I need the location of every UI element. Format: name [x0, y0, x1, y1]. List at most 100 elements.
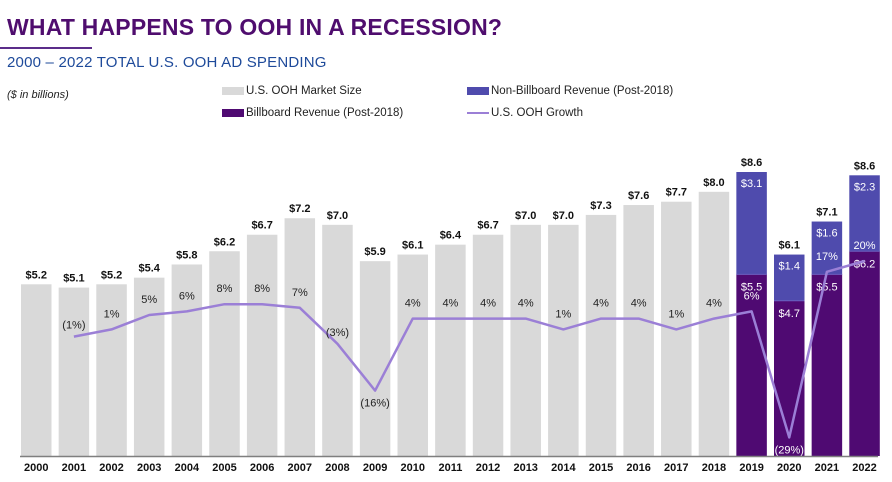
bar-market-size-2008: [322, 224, 353, 456]
total-label-2008: $7.0: [327, 210, 348, 222]
legend-label: Billboard Revenue (Post-2018): [246, 107, 404, 119]
growth-label-2001: (1%): [62, 320, 85, 332]
total-label-2004: $5.8: [176, 249, 197, 261]
total-label-2019: $8.6: [741, 157, 762, 169]
total-label-2014: $7.0: [553, 210, 574, 222]
legend-swatch-billboard: [222, 109, 244, 117]
bar-market-size-2014: [548, 224, 579, 456]
total-label-2002: $5.2: [101, 269, 122, 281]
growth-label-2018: 4%: [706, 298, 722, 310]
bar-market-size-2009: [359, 261, 391, 456]
page-title: WHAT HAPPENS TO OOH IN A RECESSION?: [7, 14, 503, 40]
total-label-2009: $5.9: [364, 246, 385, 258]
x-tick-label-2016: 2016: [626, 462, 650, 474]
x-tick-label-2019: 2019: [739, 462, 763, 474]
total-label-2000: $5.2: [26, 269, 47, 281]
bar-market-size-2016: [623, 205, 654, 456]
bar-market-size-2005: [209, 251, 240, 456]
growth-label-2008: (3%): [326, 327, 349, 339]
total-label-2020: $6.1: [779, 240, 800, 252]
legend-label: U.S. OOH Growth: [491, 107, 584, 119]
total-label-2021: $7.1: [816, 207, 837, 219]
legend-swatch-non-billboard: [467, 87, 489, 95]
growth-label-2009: (16%): [360, 398, 389, 410]
legend-item-non-billboard: Non-Billboard Revenue (Post-2018): [467, 85, 673, 97]
growth-label-2011: 4%: [442, 298, 458, 310]
total-label-2003: $5.4: [138, 263, 160, 275]
bars-group: [21, 172, 880, 456]
legend-item-billboard: Billboard Revenue (Post-2018): [222, 107, 403, 119]
bar-market-size-2010: [397, 254, 428, 456]
growth-label-2002: 1%: [104, 308, 120, 320]
bar-non-billboard-2021: [811, 221, 843, 275]
bar-market-size-2000: [21, 284, 52, 456]
x-tick-label-2004: 2004: [175, 462, 200, 474]
legend-item-market-size: U.S. OOH Market Size: [222, 85, 362, 97]
bar-billboard-2021: [811, 274, 843, 456]
title-underline: [0, 47, 92, 49]
growth-label-2015: 4%: [593, 298, 609, 310]
total-label-2022: $8.6: [854, 160, 875, 172]
x-tick-label-2018: 2018: [702, 462, 726, 474]
x-tick-label-2008: 2008: [325, 462, 349, 474]
total-label-2010: $6.1: [402, 240, 423, 252]
bar-non-billboard-2019: [736, 172, 767, 275]
x-tick-label-2006: 2006: [250, 462, 274, 474]
growth-label-2020: (29%): [775, 444, 804, 456]
bar-billboard-2019: [736, 274, 767, 456]
x-tick-label-2021: 2021: [815, 462, 839, 474]
growth-line-group: (1%) 1% 5% 6% 8% 8% 7% (3%) (16%) 4% 4% 4% 4% 1% 4% 4% 1…: [62, 240, 875, 456]
growth-label-2010: 4%: [405, 298, 421, 310]
x-tick-label-2003: 2003: [137, 462, 161, 474]
bar-market-size-2003: [133, 277, 165, 456]
growth-label-2005: 8%: [217, 283, 233, 295]
total-label-2012: $6.7: [477, 220, 498, 232]
non-billboard-label-2021: $1.6: [816, 228, 837, 240]
total-label-2011: $6.4: [440, 230, 462, 242]
growth-label-2007: 7%: [292, 287, 308, 299]
bar-non-billboard-2020: [774, 254, 805, 301]
growth-label-2014: 1%: [555, 308, 571, 320]
units-note: ($ in billions): [7, 89, 69, 101]
bar-billboard-2022: [849, 251, 880, 456]
x-tick-label-2000: 2000: [24, 462, 48, 474]
growth-label-2019: 6%: [744, 290, 760, 302]
total-label-2001: $5.1: [63, 273, 84, 285]
bar-market-size-2015: [585, 214, 617, 456]
growth-label-2022: 20%: [854, 240, 876, 252]
x-tick-label-2013: 2013: [513, 462, 537, 474]
legend-item-growth: U.S. OOH Growth: [467, 107, 583, 119]
growth-label-2021: 17%: [816, 251, 838, 263]
total-label-2015: $7.3: [590, 200, 611, 212]
x-tick-label-2011: 2011: [438, 462, 462, 474]
non-billboard-label-2019: $3.1: [741, 178, 762, 190]
bar-market-size-2002: [96, 284, 127, 456]
x-tick-label-2015: 2015: [589, 462, 613, 474]
legend-swatch-growth: [467, 112, 489, 114]
x-tick-label-2012: 2012: [476, 462, 500, 474]
legend-label: Non-Billboard Revenue (Post-2018): [491, 85, 674, 97]
growth-label-2003: 5%: [141, 294, 157, 306]
chart-subtitle: 2000 – 2022 TOTAL U.S. OOH AD SPENDING: [7, 54, 327, 71]
growth-label-2013: 4%: [518, 298, 534, 310]
bar-market-size-2012: [472, 234, 504, 456]
bar-market-size-2001: [58, 287, 90, 456]
legend-label: U.S. OOH Market Size: [246, 85, 362, 97]
non-billboard-label-2022: $2.3: [854, 181, 875, 193]
bar-market-size-2004: [171, 264, 203, 456]
total-label-2006: $6.7: [251, 220, 272, 232]
bar-market-size-2011: [435, 244, 466, 456]
growth-label-2004: 6%: [179, 290, 195, 302]
x-tick-label-2017: 2017: [664, 462, 688, 474]
x-tick-label-2010: 2010: [401, 462, 425, 474]
total-label-2005: $6.2: [214, 236, 235, 248]
total-label-2013: $7.0: [515, 210, 536, 222]
x-tick-label-2022: 2022: [852, 462, 876, 474]
growth-label-2017: 1%: [668, 308, 684, 320]
billboard-label-2020: $4.7: [779, 308, 800, 320]
x-tick-label-2007: 2007: [288, 462, 312, 474]
bar-market-size-2007: [284, 218, 316, 456]
total-label-2018: $8.0: [703, 177, 724, 189]
growth-label-2012: 4%: [480, 298, 496, 310]
